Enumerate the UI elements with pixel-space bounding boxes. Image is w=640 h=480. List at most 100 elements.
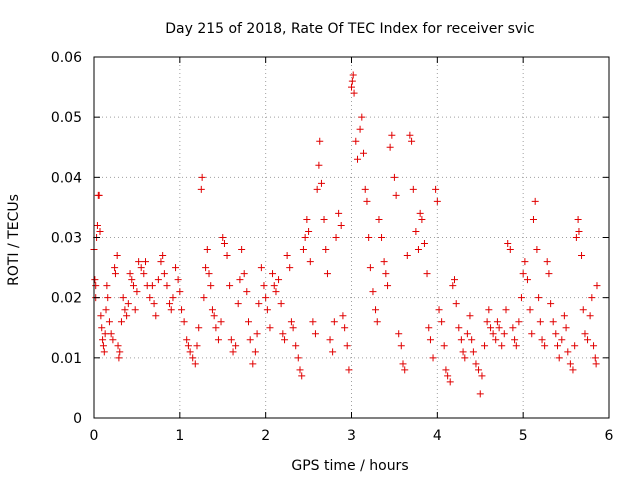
data-point <box>96 227 104 235</box>
data-point <box>466 312 474 320</box>
data-point <box>574 215 582 223</box>
data-point <box>369 288 377 296</box>
data-point <box>552 330 560 338</box>
data-point <box>163 282 171 290</box>
data-point <box>380 258 388 266</box>
data-point <box>263 306 271 314</box>
data-point <box>193 342 201 350</box>
data-point <box>246 336 254 344</box>
data-point <box>260 282 268 290</box>
data-points <box>90 71 601 398</box>
data-point <box>126 270 134 278</box>
data-point <box>373 318 381 326</box>
data-point <box>356 125 364 133</box>
data-point <box>93 221 101 229</box>
data-point <box>337 221 345 229</box>
data-point <box>115 354 123 362</box>
data-point <box>142 258 149 266</box>
data-point <box>316 137 324 145</box>
data-point <box>114 342 122 350</box>
data-point <box>423 270 431 278</box>
data-point <box>463 330 471 338</box>
data-point <box>591 354 599 362</box>
data-point <box>103 282 111 290</box>
data-point <box>180 318 188 326</box>
data-point <box>275 276 283 284</box>
data-point <box>266 324 274 332</box>
data-point <box>533 246 541 254</box>
data-point <box>455 324 463 332</box>
data-point <box>176 288 184 296</box>
data-point <box>461 354 469 362</box>
data-point <box>281 336 289 344</box>
y-tick-label: 0.02 <box>51 291 82 307</box>
data-point <box>418 215 426 223</box>
data-point <box>509 324 517 332</box>
data-point <box>148 282 156 290</box>
data-point <box>323 270 331 278</box>
data-point <box>146 294 154 302</box>
data-point <box>326 336 334 344</box>
data-point <box>384 282 392 290</box>
data-point <box>487 324 495 332</box>
data-point <box>203 246 211 254</box>
data-point <box>236 276 244 284</box>
data-point <box>493 318 501 326</box>
data-point <box>100 348 108 356</box>
data-point <box>128 276 136 284</box>
data-point <box>123 312 131 320</box>
data-point <box>92 282 100 290</box>
data-point <box>317 179 325 187</box>
data-point <box>476 390 484 398</box>
data-point <box>440 342 448 350</box>
data-point <box>592 360 600 368</box>
data-point <box>104 294 112 302</box>
data-point <box>272 288 280 296</box>
x-tick-label: 0 <box>90 428 99 444</box>
data-point <box>366 264 374 272</box>
data-point <box>569 366 577 374</box>
data-point <box>475 366 483 374</box>
data-point <box>238 246 246 254</box>
data-point <box>564 348 572 356</box>
data-point <box>111 264 119 272</box>
data-point <box>401 366 409 374</box>
data-point <box>131 306 139 314</box>
data-point <box>97 312 105 320</box>
data-point <box>335 209 343 217</box>
y-tick-label: 0 <box>73 411 82 427</box>
data-point <box>330 318 338 326</box>
data-point <box>117 318 125 326</box>
data-point <box>481 342 489 350</box>
data-point <box>197 185 205 193</box>
data-point <box>159 252 167 260</box>
data-point <box>397 342 405 350</box>
data-point <box>545 270 553 278</box>
x-axis-title: GPS time / hours <box>291 458 408 474</box>
data-point <box>270 282 278 290</box>
data-point <box>269 270 277 278</box>
data-point <box>560 312 568 320</box>
data-point <box>348 83 355 91</box>
data-point <box>135 258 143 266</box>
data-point <box>223 252 231 260</box>
data-point <box>129 282 137 290</box>
data-point <box>167 306 175 314</box>
data-point <box>262 294 270 302</box>
data-point <box>500 330 508 338</box>
data-point <box>184 342 192 350</box>
data-point <box>345 366 353 374</box>
data-point <box>425 324 433 332</box>
data-point <box>309 318 317 326</box>
data-point <box>102 306 110 314</box>
data-point <box>154 276 162 284</box>
data-point <box>572 234 580 241</box>
data-point <box>438 318 446 326</box>
data-point <box>226 282 234 290</box>
chart-title: Day 215 of 2018, Rate Of TEC Index for r… <box>165 21 535 37</box>
data-point <box>113 252 121 260</box>
data-point <box>408 137 416 145</box>
data-point <box>289 324 297 332</box>
data-point <box>219 234 227 241</box>
data-point <box>95 191 103 199</box>
